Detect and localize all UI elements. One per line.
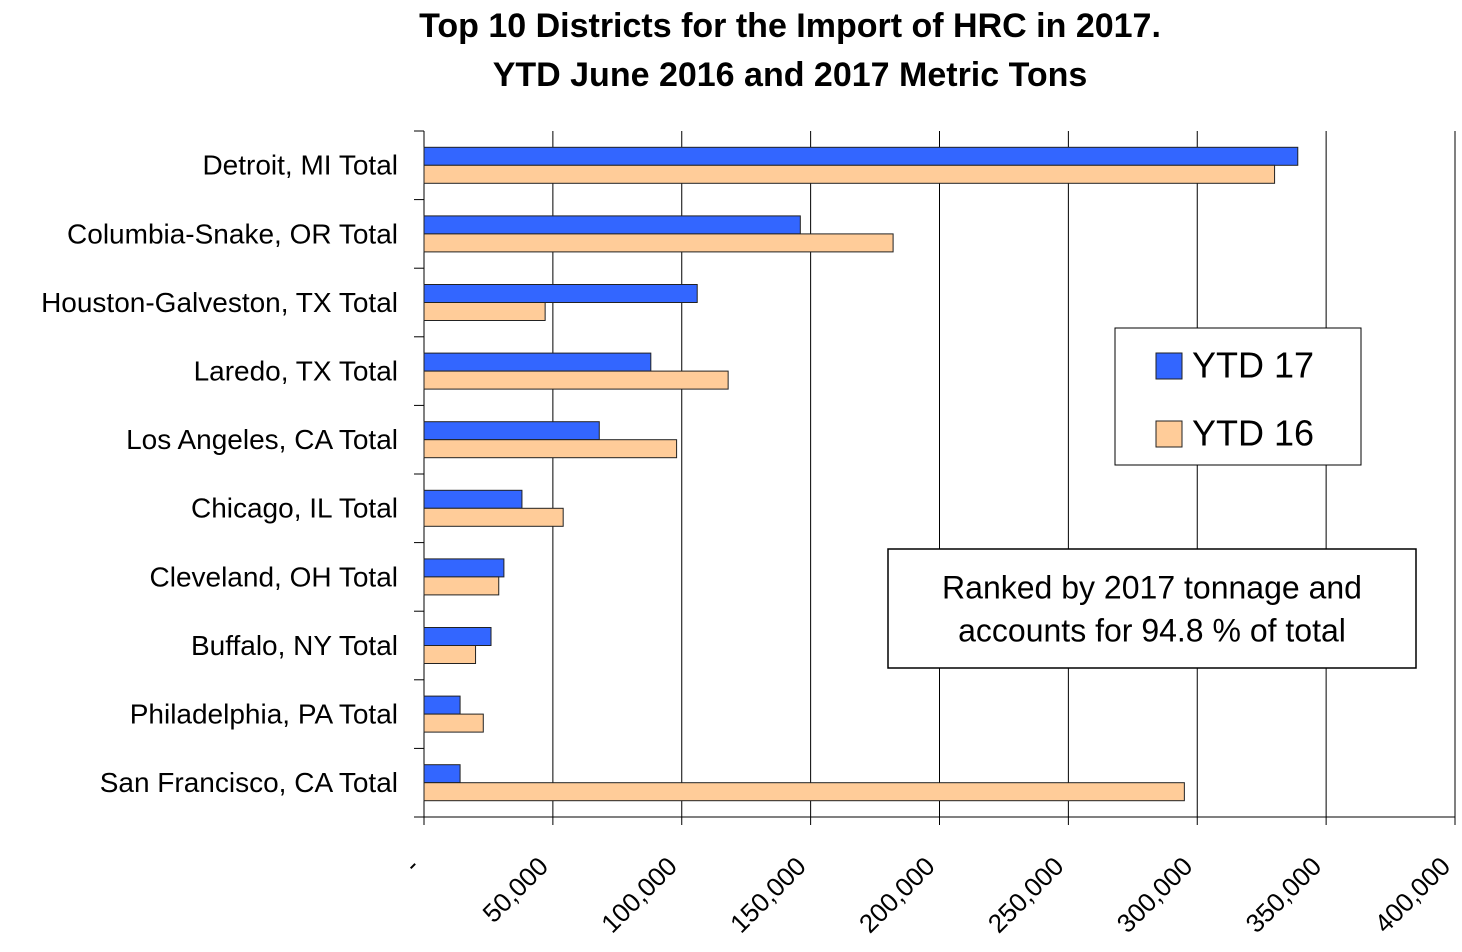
- bar: [423, 421, 600, 441]
- y-tick-label: Columbia-Snake, OR Total: [67, 218, 398, 249]
- y-tick-label: Los Angeles, CA Total: [126, 424, 398, 455]
- legend-label: YTD 16: [1192, 413, 1314, 454]
- x-tick-label: 250,000: [982, 851, 1070, 939]
- bar: [423, 352, 652, 372]
- bar: [423, 233, 894, 253]
- chart-subtitle: YTD June 2016 and 2017 Metric Tons: [493, 56, 1088, 94]
- y-tick-label: San Francisco, CA Total: [100, 767, 398, 798]
- x-tick-label: 200,000: [853, 851, 941, 939]
- x-tick-label: 100,000: [595, 851, 683, 939]
- legend-swatch: [1155, 420, 1183, 448]
- bar: [423, 215, 801, 235]
- y-tick-label: Houston-Galveston, TX Total: [41, 287, 398, 318]
- annotation-text: Ranked by 2017 tonnage and: [942, 569, 1362, 605]
- y-tick-label: Philadelphia, PA Total: [130, 698, 398, 729]
- bar: [423, 645, 477, 664]
- bar: [423, 713, 484, 733]
- bar: [423, 576, 500, 596]
- chart-title: Top 10 Districts for the Import of HRC i…: [419, 7, 1161, 45]
- annotation-box: [887, 548, 1417, 669]
- x-tick-label: -: [398, 851, 425, 878]
- bar: [423, 146, 1299, 166]
- bar: [423, 695, 461, 715]
- bar: [423, 764, 461, 784]
- bar: [423, 302, 546, 321]
- x-tick-label: 350,000: [1240, 851, 1328, 939]
- bar: [423, 284, 698, 303]
- bar: [423, 164, 1276, 184]
- y-tick-label: Laredo, TX Total: [194, 355, 398, 386]
- bar: [423, 489, 523, 509]
- y-tick-label: Buffalo, NY Total: [191, 630, 398, 661]
- bar: [423, 782, 1185, 802]
- y-tick-label: Detroit, MI Total: [202, 150, 398, 181]
- y-tick-label: Cleveland, OH Total: [150, 561, 399, 592]
- x-tick-label: 300,000: [1111, 851, 1199, 939]
- bar: [423, 439, 678, 459]
- x-tick-label: 50,000: [477, 851, 554, 928]
- bar: [423, 627, 492, 646]
- x-tick-label: 400,000: [1368, 851, 1456, 939]
- y-tick-label: Chicago, IL Total: [191, 493, 398, 524]
- bar: [423, 558, 505, 578]
- bar: [423, 370, 729, 390]
- x-tick-label: 150,000: [724, 851, 812, 939]
- bar: [423, 507, 564, 527]
- legend-swatch: [1155, 352, 1183, 380]
- annotation-text: accounts for 94.8 % of total: [958, 612, 1346, 648]
- legend-label: YTD 17: [1192, 345, 1314, 386]
